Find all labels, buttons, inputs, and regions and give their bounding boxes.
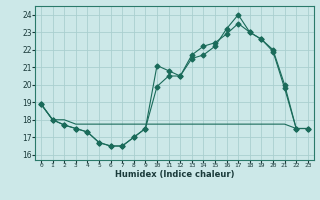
X-axis label: Humidex (Indice chaleur): Humidex (Indice chaleur) (115, 170, 234, 179)
